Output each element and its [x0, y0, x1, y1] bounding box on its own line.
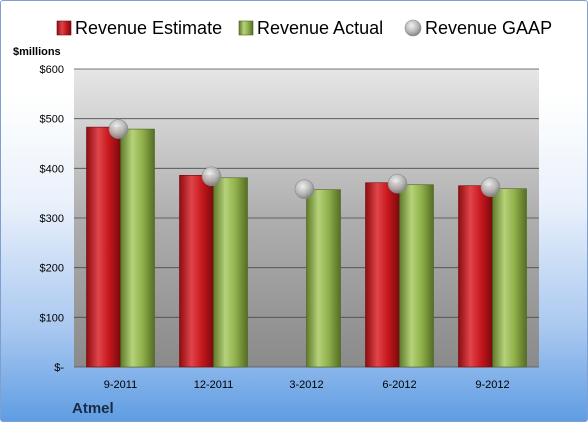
gaap-markers — [108, 119, 501, 199]
y-tick-label: $100 — [40, 312, 64, 324]
unit-label: $millions — [13, 46, 61, 58]
y-tick-label: $200 — [40, 263, 64, 275]
legend: Revenue Estimate Revenue Actual Revenue … — [56, 18, 552, 38]
gaap-marker-3-2012 — [294, 179, 315, 199]
x-tick-label: 3-2012 — [289, 379, 323, 391]
bar-revenue-actual-12-2011 — [213, 177, 248, 368]
legend-label-revenue-estimate: Revenue Estimate — [75, 18, 222, 38]
y-tick-label: $600 — [40, 64, 64, 76]
bar-revenue-actual-9-2011 — [120, 128, 155, 368]
x-tick-label: 9-2011 — [104, 379, 137, 391]
gaap-marker-12-2011 — [201, 166, 222, 187]
bar-revenue-actual-6-2012 — [399, 184, 434, 368]
bar-revenue-estimate-9-2011 — [86, 126, 121, 368]
x-axis-tick-labels: 9-2011 12-2011 3-2012 6-2012 9-2012 — [104, 379, 510, 391]
legend-label-revenue-gaap: Revenue GAAP — [425, 18, 552, 38]
legend-swatch-revenue-actual — [238, 20, 254, 36]
x-tick-label: 12-2011 — [194, 379, 234, 391]
y-axis-tick-labels: $- $100 $200 $300 $400 $500 $600 — [40, 64, 65, 374]
legend-swatch-revenue-estimate — [56, 20, 72, 36]
y-tick-label: $300 — [40, 213, 64, 225]
legend-label-revenue-actual: Revenue Actual — [257, 18, 383, 38]
bars — [86, 126, 527, 368]
gaap-marker-9-2012 — [480, 177, 501, 198]
legend-marker-revenue-gaap — [404, 19, 422, 37]
bar-revenue-estimate-12-2011 — [179, 174, 214, 368]
bar-revenue-estimate-9-2012 — [458, 185, 493, 368]
y-tick-label: $500 — [40, 114, 64, 126]
y-tick-label: $- — [54, 362, 64, 374]
y-tick-label: $400 — [40, 163, 64, 175]
gaap-marker-6-2012 — [387, 173, 408, 194]
bar-revenue-actual-3-2012 — [306, 189, 341, 368]
x-tick-label: 9-2012 — [475, 379, 509, 391]
bar-revenue-actual-9-2012 — [492, 188, 527, 368]
company-label: Atmel — [72, 400, 114, 417]
x-tick-label: 6-2012 — [382, 379, 416, 391]
bar-revenue-estimate-6-2012 — [365, 182, 400, 368]
gaap-marker-9-2011 — [108, 119, 129, 139]
